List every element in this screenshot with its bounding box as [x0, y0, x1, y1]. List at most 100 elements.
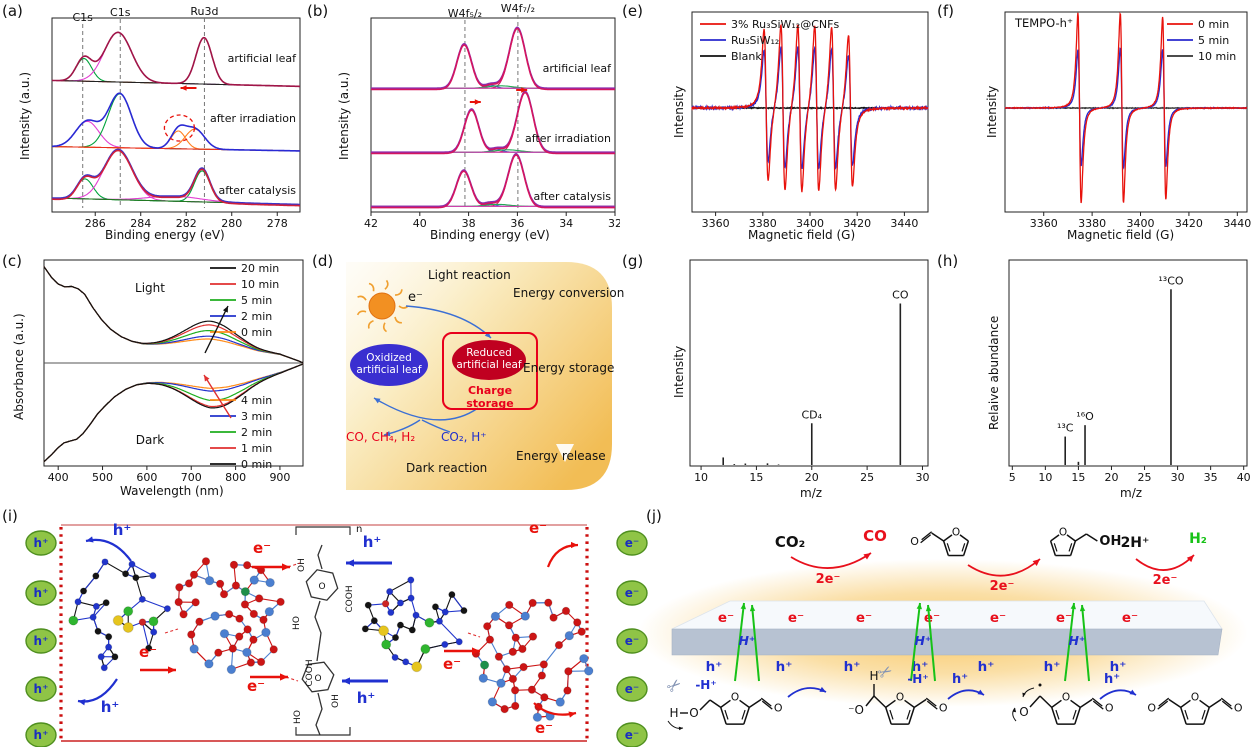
axis-tick: 800 [225, 471, 246, 482]
hole-label: h⁺ [101, 698, 120, 716]
deprotonation-label: -H⁺ [695, 678, 716, 692]
electron-carrier: e⁻ [616, 530, 648, 556]
aldehyde-group: O [1208, 697, 1243, 714]
electron-label: e⁻ [443, 655, 461, 673]
h-label: H [869, 669, 878, 683]
trace-label: after catalysis [219, 184, 297, 197]
h-label: H [669, 706, 678, 720]
svg-text:O: O [939, 701, 948, 714]
panel-a-xps-c1s-ru3d: (a) 286 284 282 280 278 C1s C1s Ru3d artificial … [0, 0, 308, 248]
svg-text:e⁻: e⁻ [625, 728, 639, 742]
reduced-leaf-ellipse: Reduced artificial leaf [452, 340, 526, 380]
panel-d-energy-cycle-diagram: (d) Light reaction e⁻ Energy conversion … [310, 248, 624, 505]
slab-hole-label: h⁺ [912, 659, 929, 675]
panel-i-charge-transfer-diagram: (i) h⁺ h⁺ h⁺ h⁺ h⁺ e⁻ e⁻ e⁻ e⁻ e⁻ n O O OH HO COOH COOH O… [0, 505, 660, 747]
mass-spec-cd4-chart: 10 15 20 25 30 CD₄ CO [689, 259, 929, 482]
panel-b-xlabel: Binding energy (eV) [430, 228, 550, 242]
two-electron-label: 2e⁻ [1153, 573, 1178, 588]
ms-peak-label: CD₄ [801, 408, 822, 421]
electron-label: e⁻ [253, 539, 271, 557]
inplot-label: TEMPO-h⁺ [1014, 16, 1073, 30]
axis-tick: 3360 [1030, 217, 1058, 228]
slab-electron-label: e⁻ [1122, 610, 1138, 626]
energy-conversion-label: Energy conversion [513, 286, 625, 300]
svg-text:e⁻: e⁻ [625, 634, 639, 648]
xps-envelope [52, 92, 300, 152]
panel-a-ylabel: Intensity (a.u.) [18, 72, 32, 160]
legend-item: 20 min [241, 262, 279, 275]
epr-trace [691, 23, 929, 193]
functional-group-label: OH [297, 558, 307, 572]
svg-text:O: O [689, 706, 698, 720]
h2-label: H₂ [1189, 531, 1207, 547]
svg-text:H⁺: H⁺ [738, 633, 755, 648]
aldehyde-group: O [1079, 697, 1114, 714]
axis-tick: 10 [694, 471, 708, 482]
axis-tick: 5 [1009, 471, 1016, 482]
ms-peak-label: ¹³C [1057, 422, 1074, 435]
svg-text:O: O [1191, 692, 1199, 704]
legend-item: 4 min [241, 394, 272, 407]
electron-label: e⁻ [247, 677, 265, 695]
panel-e-epr-dmpo: (e) 3360 3380 3400 3420 3440 3% Ru₃SiW₁₂@CNFs… [620, 0, 935, 248]
cellulose-chain: n O O OH HO COOH COOH OH HO [292, 524, 362, 736]
peak-guide-label: W4f₇/₂ [501, 2, 535, 15]
ms-peak-label: ¹⁶O [1076, 410, 1094, 423]
svg-text:O: O [1147, 701, 1156, 714]
two-electron-label: 2e⁻ [990, 579, 1015, 594]
energy-release-label: Energy release [516, 449, 606, 463]
polyoxometalate-cluster [174, 557, 285, 675]
svg-text:n: n [356, 524, 362, 535]
axis-tick: 3420 [1175, 217, 1203, 228]
panel-j-reaction-scheme: (j) e⁻ e⁻ e⁻ e⁻ e⁻ e⁻ e⁻ h⁺ h⁺ h⁺ h⁺ h⁺ h⁺ h⁺ H⁺ H⁺ H⁺ CO… [638, 505, 1253, 747]
xps-envelope [371, 26, 615, 89]
svg-text:e⁻: e⁻ [625, 536, 639, 550]
legend-item: 0 min [241, 326, 272, 339]
panel-j-label: (j) [646, 507, 662, 525]
legend-item: 5 min [241, 294, 272, 307]
hole-label: h⁺ [1104, 672, 1120, 687]
xps-envelope [52, 148, 300, 206]
deprotonation-label: -H⁺ [907, 672, 928, 686]
electron-carrier: e⁻ [616, 722, 648, 747]
svg-text:h⁺: h⁺ [34, 634, 49, 648]
panel-h-label: (h) [937, 252, 959, 270]
axis-tick: 30 [915, 471, 929, 482]
epr-sextet-chart: 3360 3380 3400 3420 3440 3% Ru₃SiW₁₂@CNFs Ru₃S… [691, 11, 929, 228]
slab-hole-label: h⁺ [844, 659, 861, 675]
axis-tick: 3360 [702, 217, 730, 228]
hole-label: h⁺ [113, 521, 132, 539]
axis-tick: 3380 [1078, 217, 1106, 228]
xps-envelope [371, 90, 615, 153]
axis-tick: 3440 [890, 217, 918, 228]
hole-carrier: h⁺ [25, 676, 57, 702]
xps-envelope [52, 149, 300, 207]
electron-carrier: e⁻ [616, 580, 648, 606]
peak-guide-label: Ru3d [190, 5, 218, 18]
xps-c1s-ru3d-chart: 286 284 282 280 278 C1s C1s Ru3d artificial leaf… [51, 5, 301, 228]
axis-tick: 500 [92, 471, 113, 482]
furan-ring: O [720, 692, 750, 725]
svg-text:O: O [774, 701, 783, 714]
slab-hole-label: h⁺ [1110, 659, 1127, 675]
electron-carrier: e⁻ [616, 676, 648, 702]
uvvis-curve [43, 266, 304, 364]
hole-label: h⁺ [363, 533, 382, 551]
charge-transfer-drawing: h⁺ h⁺ h⁺ h⁺ h⁺ e⁻ e⁻ e⁻ e⁻ e⁻ n O O OH HO COOH COOH OH HO h… [25, 519, 648, 747]
co2-label: CO₂ [775, 533, 805, 551]
legend-item: 10 min [241, 278, 279, 291]
panel-f-epr-tempo: (f) 3360 3380 3400 3420 3440 0 min 5 min 10 min… [935, 0, 1253, 248]
panel-b-ylabel: Intensity (a.u.) [337, 72, 351, 160]
functional-group-label: COOH [345, 585, 355, 612]
axis-tick: 900 [269, 471, 290, 482]
axis-tick: 38 [462, 217, 476, 228]
slab-hole-label: h⁺ [978, 659, 995, 675]
svg-text:e⁻: e⁻ [625, 586, 639, 600]
panel-g-label: (g) [622, 252, 644, 270]
panel-c-ylabel: Absorbance (a.u.) [12, 313, 26, 420]
axis-tick: 3400 [796, 217, 824, 228]
axis-tick: 15 [749, 471, 763, 482]
svg-text:O: O [1062, 692, 1070, 704]
panel-f-xlabel: Magnetic field (G) [1067, 228, 1175, 242]
